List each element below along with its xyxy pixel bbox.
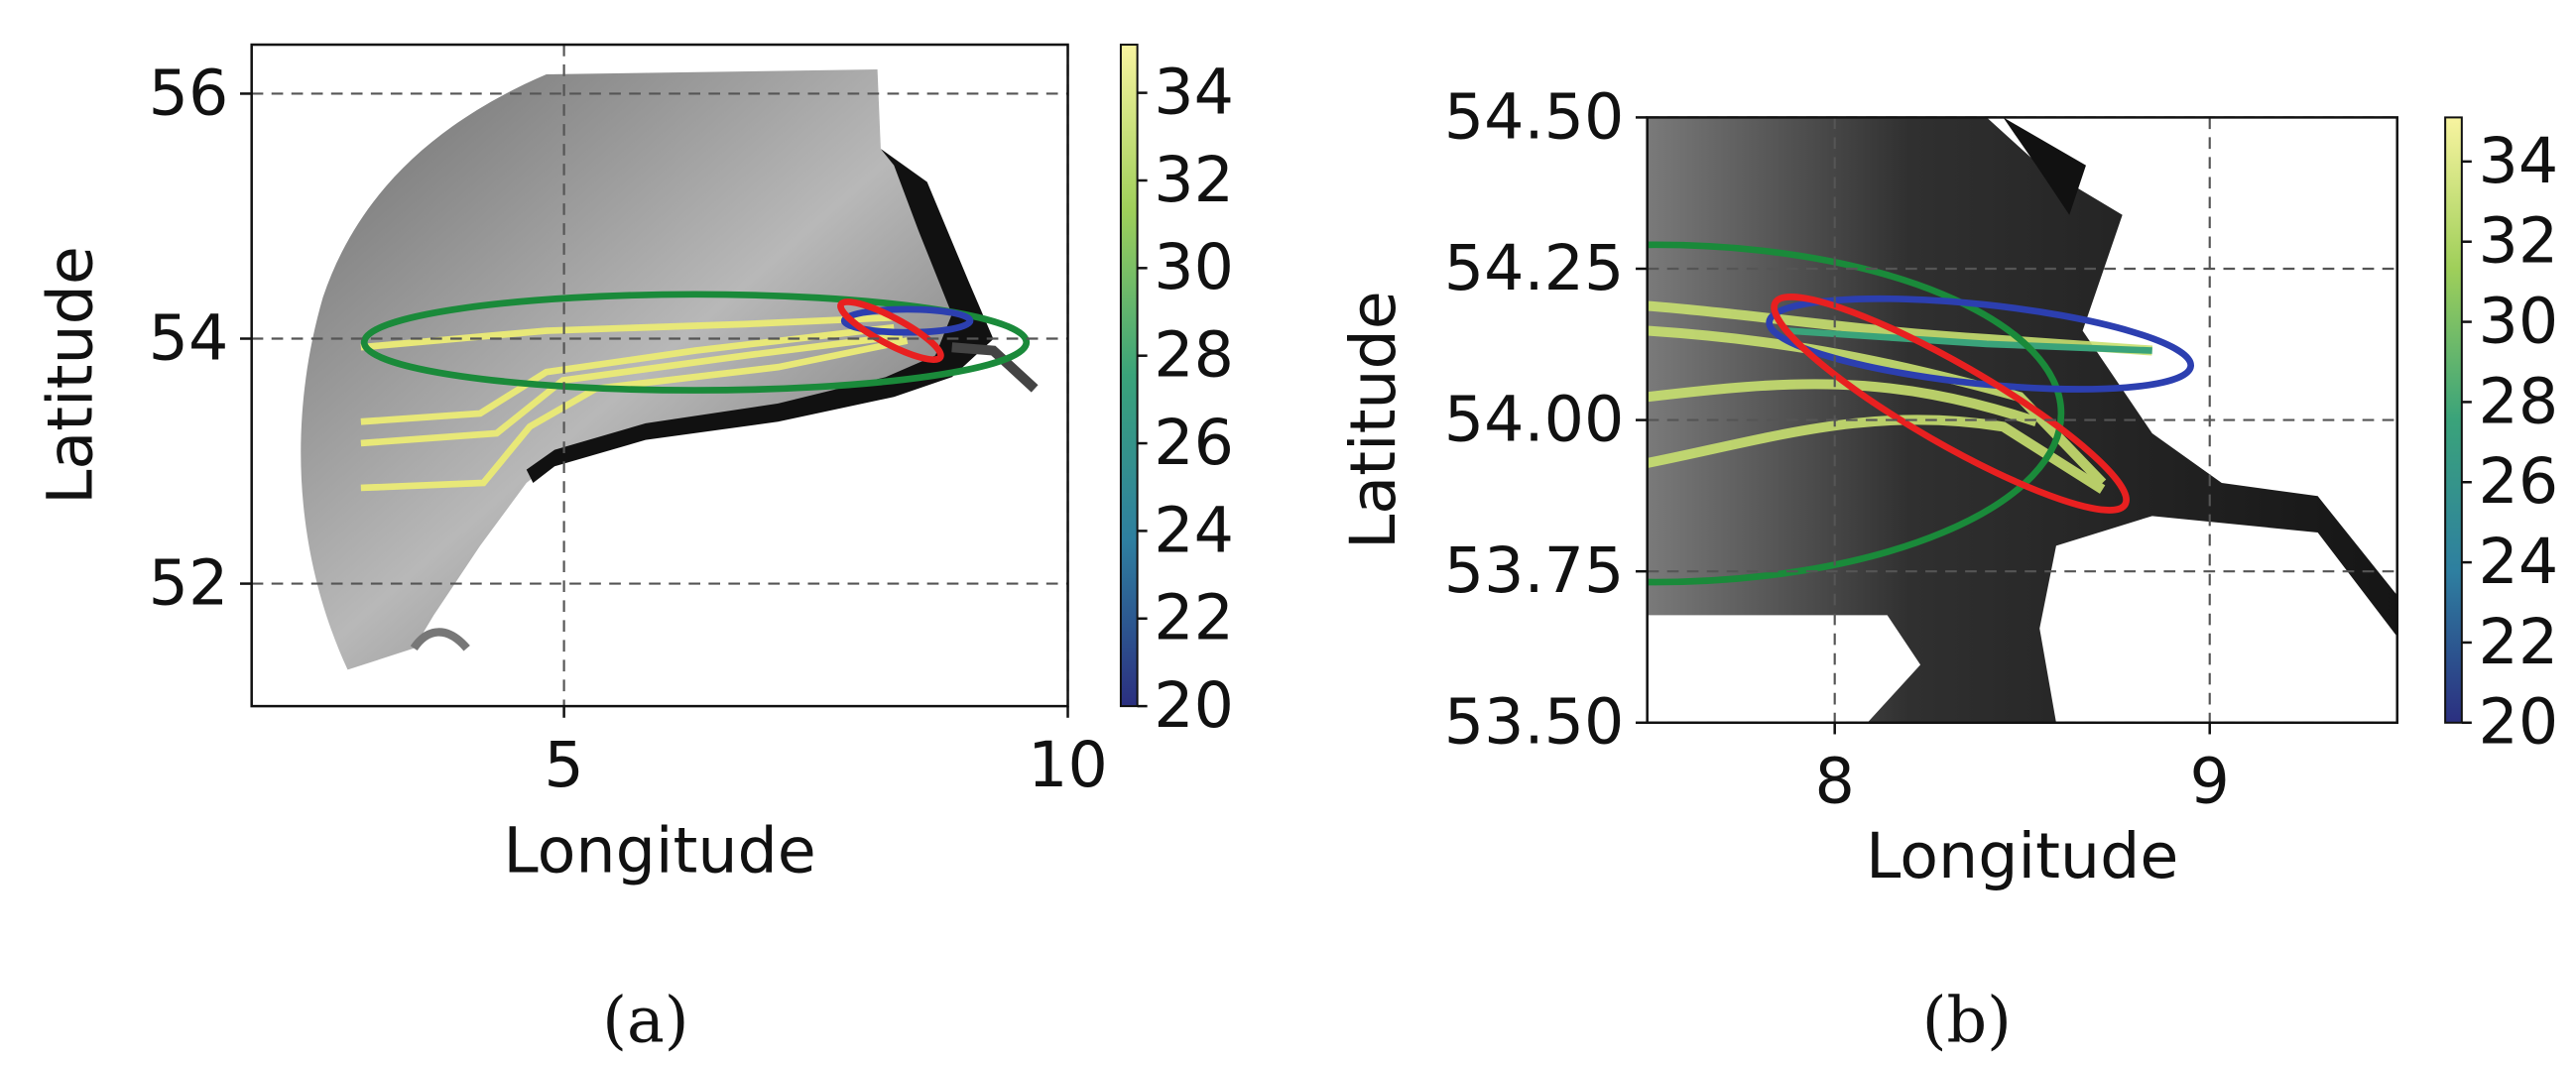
colorbar-tick-label: 32 xyxy=(2479,204,2559,278)
x-tick-label: 9 xyxy=(2190,745,2230,818)
map-a xyxy=(301,69,1039,670)
colorbar-tick-label: 30 xyxy=(2479,284,2559,357)
colorbar-tick-label: 28 xyxy=(1154,318,1234,392)
colorbar-tick-label: 28 xyxy=(2479,364,2559,437)
x-tick-label: 8 xyxy=(1815,745,1855,818)
x-tick-label: 10 xyxy=(1028,728,1108,801)
x-axis-label: Longitude xyxy=(1866,819,2178,892)
x-axis-label: Longitude xyxy=(503,814,815,888)
colorbar-tick-label: 26 xyxy=(1154,406,1234,479)
colorbar-tick-label: 32 xyxy=(1154,143,1234,216)
colorbar-tick-label: 34 xyxy=(1154,56,1234,129)
y-tick-label: 53.75 xyxy=(1444,533,1625,607)
colorbar-tick-label: 22 xyxy=(2479,605,2559,678)
colorbar-tick-label: 20 xyxy=(2479,685,2559,759)
y-tick-label: 54 xyxy=(149,300,229,374)
colorbar xyxy=(2444,116,2463,724)
y-tick-label: 53.50 xyxy=(1444,685,1625,759)
colorbar-tick-label: 34 xyxy=(2479,124,2559,197)
colorbar-tick-label: 22 xyxy=(1154,581,1234,654)
colorbar-tick-label: 30 xyxy=(1154,230,1234,303)
y-tick-label: 54.00 xyxy=(1444,383,1625,456)
x-tick-label: 5 xyxy=(544,728,583,801)
colorbar-tick-label: 20 xyxy=(1154,668,1234,742)
plot-frame xyxy=(250,43,1069,708)
y-tick-label: 56 xyxy=(149,56,229,129)
colorbar-tick-label: 26 xyxy=(2479,444,2559,518)
y-tick-label: 54.25 xyxy=(1444,231,1625,304)
caption: (b) xyxy=(1922,983,2012,1056)
y-tick-label: 54.50 xyxy=(1444,79,1625,153)
y-tick-label: 52 xyxy=(149,545,229,619)
colorbar-tick-label: 24 xyxy=(2479,525,2559,598)
y-axis-label: Latitude xyxy=(1336,291,1410,549)
plot-frame xyxy=(1646,116,2398,725)
colorbar xyxy=(1119,44,1139,708)
caption: (a) xyxy=(602,983,688,1056)
y-axis-label: Latitude xyxy=(34,246,107,505)
colorbar-tick-label: 24 xyxy=(1154,493,1234,566)
